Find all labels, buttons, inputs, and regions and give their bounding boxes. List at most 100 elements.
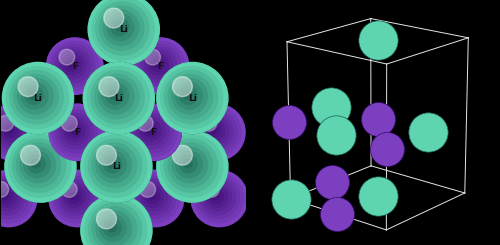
Circle shape (32, 159, 40, 168)
Circle shape (18, 77, 38, 97)
Circle shape (100, 215, 126, 241)
Circle shape (5, 131, 76, 202)
Circle shape (0, 189, 12, 203)
Text: F: F (150, 128, 156, 137)
Circle shape (84, 199, 147, 245)
Circle shape (148, 193, 156, 199)
Circle shape (157, 62, 228, 134)
Circle shape (49, 104, 106, 160)
Circle shape (14, 74, 58, 119)
Circle shape (180, 86, 197, 104)
Text: Li: Li (188, 94, 197, 102)
Circle shape (52, 44, 95, 86)
Circle shape (88, 139, 142, 192)
Circle shape (18, 78, 53, 114)
Circle shape (132, 38, 188, 94)
Circle shape (142, 186, 164, 207)
Circle shape (91, 71, 144, 124)
Circle shape (137, 117, 165, 145)
Circle shape (28, 155, 46, 173)
Circle shape (88, 203, 142, 245)
Circle shape (16, 143, 60, 187)
Text: F: F (158, 62, 164, 71)
Circle shape (108, 223, 116, 232)
Circle shape (84, 62, 154, 134)
Circle shape (99, 77, 119, 97)
Circle shape (67, 123, 81, 137)
Circle shape (81, 131, 152, 202)
Text: F: F (74, 128, 80, 137)
Circle shape (55, 110, 98, 153)
Circle shape (104, 8, 124, 28)
Circle shape (96, 211, 132, 245)
Circle shape (0, 173, 32, 223)
Circle shape (88, 0, 160, 65)
Circle shape (191, 170, 248, 227)
Circle shape (192, 107, 241, 157)
Circle shape (46, 38, 103, 94)
Circle shape (102, 83, 129, 109)
Circle shape (25, 86, 43, 104)
Circle shape (100, 151, 126, 178)
Circle shape (160, 135, 223, 197)
Circle shape (0, 180, 24, 215)
Text: F: F (72, 62, 78, 71)
Circle shape (61, 117, 89, 145)
Circle shape (29, 90, 38, 99)
Circle shape (70, 126, 77, 133)
Circle shape (204, 182, 220, 197)
Circle shape (52, 107, 102, 157)
Circle shape (2, 62, 74, 134)
Circle shape (198, 114, 233, 149)
Circle shape (143, 123, 157, 137)
Circle shape (104, 219, 122, 236)
Circle shape (197, 177, 240, 219)
Circle shape (0, 114, 30, 149)
Circle shape (138, 115, 153, 131)
Circle shape (87, 66, 150, 129)
Circle shape (2, 193, 8, 199)
Circle shape (157, 62, 228, 134)
Circle shape (81, 131, 152, 202)
Circle shape (206, 123, 220, 137)
Circle shape (191, 170, 248, 227)
Circle shape (114, 22, 124, 31)
Circle shape (140, 182, 156, 197)
Circle shape (62, 115, 77, 131)
Circle shape (49, 170, 106, 227)
Circle shape (98, 78, 134, 114)
Circle shape (62, 182, 77, 197)
Circle shape (125, 104, 182, 160)
Circle shape (183, 90, 192, 99)
Circle shape (58, 51, 86, 79)
Circle shape (64, 57, 78, 71)
Circle shape (176, 151, 203, 178)
Circle shape (150, 57, 164, 71)
Circle shape (64, 186, 85, 207)
Circle shape (0, 110, 34, 153)
Circle shape (8, 135, 71, 197)
Circle shape (96, 2, 149, 55)
Circle shape (160, 66, 223, 129)
Circle shape (128, 170, 184, 227)
Circle shape (146, 189, 160, 203)
Circle shape (204, 120, 225, 141)
Circle shape (210, 126, 216, 133)
Circle shape (0, 120, 21, 141)
Circle shape (104, 10, 139, 45)
Circle shape (0, 115, 14, 131)
Circle shape (107, 14, 134, 40)
Circle shape (62, 54, 82, 75)
Circle shape (92, 143, 136, 187)
Circle shape (168, 143, 212, 187)
Circle shape (0, 183, 20, 211)
Circle shape (201, 115, 217, 131)
Circle shape (100, 6, 144, 50)
Circle shape (138, 44, 180, 86)
Circle shape (164, 139, 218, 192)
Circle shape (5, 131, 76, 202)
Circle shape (68, 60, 74, 67)
Circle shape (194, 173, 244, 223)
Circle shape (183, 159, 192, 168)
Circle shape (88, 0, 160, 65)
